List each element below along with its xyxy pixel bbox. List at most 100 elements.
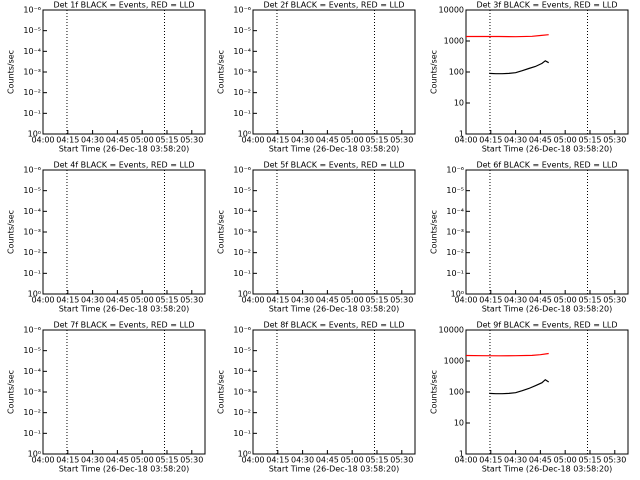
x-tick-label: 05:15 (155, 456, 178, 465)
x-axis-label: Start Time (26-Dec-18 03:58:20) (59, 465, 190, 474)
y-tick-label: 10000 (439, 6, 464, 15)
x-tick-label: 05:30 (390, 456, 413, 465)
x-tick-label: 04:15 (266, 456, 289, 465)
y-tick-label: 10⁻⁵ (233, 186, 251, 195)
y-tick-label: 10⁻⁵ (446, 186, 464, 195)
x-tick-label: 04:45 (529, 456, 552, 465)
chart-title: Det 7f BLACK = Events, RED = LLD (53, 321, 194, 330)
x-axis-label: Start Time (26-Dec-18 03:58:20) (269, 465, 400, 474)
chart-title: Det 4f BLACK = Events, RED = LLD (53, 161, 194, 170)
x-tick-label: 04:00 (454, 296, 477, 305)
data-line (465, 352, 549, 357)
data-line (466, 34, 549, 38)
x-tick-label: 05:15 (365, 136, 388, 145)
chart-title: Det 8f BLACK = Events, RED = LLD (263, 321, 404, 330)
x-tick-label: 04:30 (504, 456, 527, 465)
x-tick-label: 05:00 (554, 136, 577, 145)
y-tick-label: 10⁻² (23, 248, 41, 257)
y-axis-label: Counts/sec (430, 370, 439, 414)
y-tick-label: 10⁻¹ (233, 269, 251, 278)
x-tick-label: 05:00 (131, 296, 154, 305)
y-tick-label: 10⁻² (233, 248, 251, 257)
y-axis-label: Counts/sec (7, 50, 16, 94)
y-tick-label: 10⁻⁶ (23, 326, 41, 335)
y-axis-label: Counts/sec (430, 210, 439, 254)
y-tick-label: 1000 (444, 357, 464, 366)
x-tick-label: 05:15 (578, 136, 601, 145)
x-axis-label: Start Time (26-Dec-18 03:58:20) (59, 145, 190, 154)
x-tick-label: 04:30 (291, 456, 314, 465)
y-tick-label: 10000 (439, 326, 464, 335)
x-tick-label: 04:15 (479, 456, 502, 465)
y-tick-label: 10⁻² (446, 248, 464, 257)
y-tick-label: 10⁰ (28, 450, 41, 459)
x-tick-label: 05:30 (180, 296, 203, 305)
y-tick-label: 10 (454, 419, 464, 428)
y-tick-label: 1 (459, 450, 464, 459)
y-tick-label: 10⁻³ (233, 68, 251, 77)
x-tick-label: 04:30 (291, 136, 314, 145)
x-tick-label: 05:00 (341, 136, 364, 145)
x-tick-label: 04:15 (56, 296, 79, 305)
y-tick-label: 100 (449, 68, 464, 77)
x-tick-label: 05:00 (554, 296, 577, 305)
x-tick-label: 04:00 (31, 456, 54, 465)
y-tick-label: 10⁻³ (233, 388, 251, 397)
y-tick-label: 10⁻⁴ (23, 367, 41, 376)
chart-title: Det 6f BLACK = Events, RED = LLD (476, 161, 617, 170)
y-tick-label: 10⁻² (23, 408, 41, 417)
y-tick-label: 10⁻¹ (446, 269, 464, 278)
x-tick-label: 04:00 (31, 136, 54, 145)
x-tick-label: 04:00 (31, 296, 54, 305)
x-tick-label: 04:15 (266, 136, 289, 145)
chart-title: Det 5f BLACK = Events, RED = LLD (263, 161, 404, 170)
y-tick-label: 1 (459, 130, 464, 139)
y-tick-label: 100 (449, 388, 464, 397)
y-tick-label: 10 (454, 99, 464, 108)
x-tick-label: 05:30 (390, 296, 413, 305)
x-tick-label: 05:30 (180, 136, 203, 145)
x-tick-label: 05:30 (603, 456, 626, 465)
y-tick-label: 10⁰ (28, 290, 41, 299)
y-tick-label: 10⁻⁶ (233, 166, 251, 175)
data-line (489, 378, 550, 395)
y-axis-label: Counts/sec (7, 210, 16, 254)
y-tick-label: 10⁻⁶ (23, 166, 41, 175)
y-tick-label: 10⁻¹ (233, 429, 251, 438)
x-tick-label: 04:30 (81, 136, 104, 145)
y-tick-label: 10⁻⁵ (23, 346, 41, 355)
y-tick-label: 10⁰ (238, 130, 251, 139)
chart-title: Det 3f BLACK = Events, RED = LLD (476, 1, 617, 10)
y-tick-label: 10⁻⁵ (23, 186, 41, 195)
x-tick-label: 04:00 (241, 456, 264, 465)
x-tick-label: 04:15 (266, 296, 289, 305)
y-axis-label: Counts/sec (217, 370, 226, 414)
y-tick-label: 10⁻⁶ (446, 166, 464, 175)
y-tick-label: 1000 (444, 37, 464, 46)
y-tick-label: 10⁻⁵ (23, 26, 41, 35)
x-tick-label: 04:00 (241, 296, 264, 305)
y-tick-label: 10⁻⁴ (233, 47, 251, 56)
x-tick-label: 04:00 (454, 456, 477, 465)
x-tick-label: 04:45 (316, 296, 339, 305)
y-tick-label: 10⁻⁴ (233, 207, 251, 216)
x-tick-label: 04:45 (529, 296, 552, 305)
x-tick-label: 04:00 (241, 136, 264, 145)
x-axis-label: Start Time (26-Dec-18 03:58:20) (482, 305, 613, 314)
x-tick-label: 04:30 (291, 296, 314, 305)
y-tick-label: 10⁻³ (446, 228, 464, 237)
x-tick-label: 04:15 (56, 136, 79, 145)
y-tick-label: 10⁻⁴ (23, 207, 41, 216)
y-tick-label: 10⁰ (451, 290, 464, 299)
x-tick-label: 05:00 (341, 296, 364, 305)
y-tick-label: 10⁻⁶ (233, 6, 251, 15)
x-tick-label: 05:15 (578, 296, 601, 305)
y-tick-label: 10⁻⁶ (23, 6, 41, 15)
x-tick-label: 04:30 (81, 296, 104, 305)
x-tick-label: 05:15 (578, 456, 601, 465)
x-tick-label: 05:30 (603, 296, 626, 305)
x-tick-label: 04:30 (81, 456, 104, 465)
x-tick-label: 04:15 (479, 136, 502, 145)
x-tick-label: 04:15 (479, 296, 502, 305)
